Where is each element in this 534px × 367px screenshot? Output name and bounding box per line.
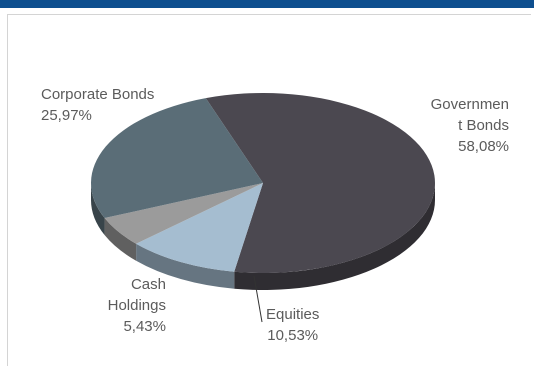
pie-side-government-bonds <box>234 183 435 290</box>
slice-name-government-bonds-line2: t Bonds <box>458 117 509 134</box>
pie-slice-government-bonds <box>205 92 435 273</box>
slice-value-corporate-bonds: 25,97% <box>41 107 92 124</box>
slice-label-corporate-bonds: Corporate Bonds 25,97% <box>41 84 154 126</box>
slice-label-equities: Equities 10,53% <box>266 304 319 346</box>
slice-name-equities: Equities <box>266 306 320 323</box>
slice-value-cash-holdings: 5,43% <box>123 318 166 335</box>
pie-tops <box>91 92 435 273</box>
chart-frame: Corporate Bonds 25,97% Governmen t Bonds… <box>7 14 531 366</box>
pie-chart <box>91 92 435 323</box>
slice-name-government-bonds-line1: Governmen <box>430 96 509 113</box>
pie-slice-cash-holdings <box>104 183 264 244</box>
slice-name-cash-holdings-line1: Cash <box>130 276 166 293</box>
slice-label-cash-holdings: Cash Holdings 5,43% <box>108 274 166 337</box>
pie-slice-equities <box>136 183 263 272</box>
slice-value-equities: 10,53% <box>267 327 319 344</box>
slice-value-government-bonds: 58,08% <box>458 138 509 155</box>
slice-label-government-bonds: Governmen t Bonds 58,08% <box>431 94 509 157</box>
pie-side-cash-holdings <box>104 218 137 261</box>
pie-side-equities <box>136 243 235 289</box>
header-bar <box>0 0 534 8</box>
pie-sides <box>91 183 435 290</box>
pie-slice-corporate-bonds <box>91 98 264 219</box>
leader-lines <box>253 275 263 323</box>
slice-name-corporate-bonds: Corporate Bonds <box>41 86 155 103</box>
pie-side-corporate-bonds <box>91 183 105 236</box>
leader-line-equities <box>253 275 263 323</box>
slice-name-cash-holdings-line2: Holdings <box>107 297 166 314</box>
